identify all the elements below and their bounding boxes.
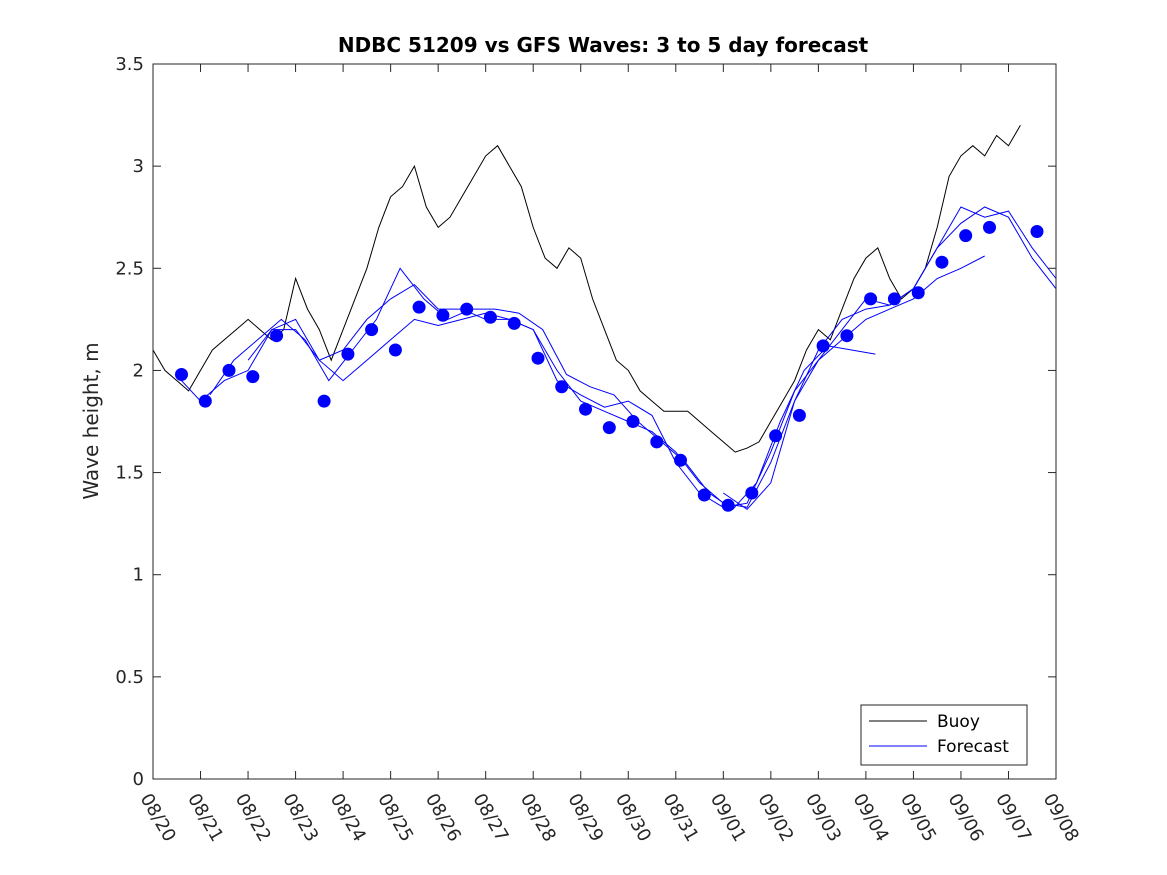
- forecast-point: [959, 229, 973, 243]
- x-tick-label: 08/23: [278, 790, 322, 845]
- x-tick-label: 09/06: [944, 790, 988, 845]
- forecast-point: [840, 329, 854, 343]
- forecast-point: [769, 429, 783, 443]
- x-tick-label: 09/02: [753, 790, 797, 845]
- legend-box: [860, 704, 1028, 766]
- x-tick-label: 09/04: [849, 790, 893, 845]
- forecast-point: [864, 292, 878, 306]
- x-tick-label: 08/27: [468, 790, 512, 845]
- buoy-line: [152, 125, 1021, 453]
- forecast-point: [579, 402, 592, 416]
- plot-area-frame: [152, 63, 1057, 780]
- forecast-point: [507, 316, 521, 330]
- x-tick-label: 09/07: [991, 790, 1035, 845]
- x-tick-label: 09/08: [1039, 790, 1083, 845]
- forecast-point: [341, 347, 355, 361]
- chart-title: NDBC 51209 vs GFS Waves: 3 to 5 day fore…: [338, 33, 869, 57]
- forecast-point: [911, 286, 925, 300]
- legend: Buoy Forecast: [860, 704, 1028, 766]
- y-tick-label: 3: [133, 156, 144, 177]
- x-tick-label: 08/28: [516, 790, 560, 845]
- legend-buoy-label: Buoy: [937, 712, 980, 732]
- y-tick-label: 0: [133, 769, 144, 790]
- forecast-point: [816, 339, 830, 353]
- forecast-point: [436, 308, 450, 322]
- forecast-point: [483, 310, 497, 324]
- y-axis-label: Wave height, m: [79, 342, 103, 499]
- forecast-point: [983, 220, 996, 234]
- forecast-point: [388, 343, 402, 357]
- forecast-line-2: [209, 267, 876, 510]
- y-tick-label: 2.5: [115, 258, 144, 279]
- forecast-point: [626, 415, 640, 428]
- x-tick-label: 08/24: [326, 790, 370, 845]
- y-tick-label: 0.5: [115, 667, 144, 688]
- forecast-point: [246, 370, 260, 384]
- forecast-point: [935, 255, 949, 269]
- x-tick-label: 08/20: [136, 790, 180, 845]
- forecast-point: [721, 498, 735, 512]
- y-tick-label: 3.5: [115, 54, 144, 75]
- forecast-point: [365, 323, 379, 337]
- forecast-point: [175, 368, 188, 381]
- forecast-point: [1030, 225, 1044, 238]
- forecast-point: [270, 329, 284, 343]
- forecast-point: [198, 394, 212, 408]
- x-tick-label: 09/05: [896, 790, 940, 845]
- x-tick-label: 09/03: [801, 790, 845, 845]
- series-layer: [152, 125, 1057, 512]
- forecast-point: [602, 421, 616, 435]
- x-tick-label: 08/26: [421, 790, 465, 845]
- y-tick-label: 2: [133, 360, 144, 381]
- forecast-point: [555, 380, 569, 394]
- x-tick-label: 08/22: [231, 790, 275, 845]
- y-tick-label: 1: [133, 565, 144, 586]
- forecast-point: [887, 292, 901, 306]
- x-tick-label: 09/01: [706, 790, 750, 845]
- y-tick-label: 1.5: [115, 463, 144, 484]
- x-tick-label: 08/25: [373, 790, 417, 845]
- forecast-point: [650, 435, 664, 449]
- forecast-line-4: [723, 206, 1057, 510]
- forecast-point: [412, 300, 426, 314]
- legend-forecast-label: Forecast: [937, 737, 1009, 757]
- forecast-point: [222, 363, 236, 377]
- forecast-point: [460, 302, 474, 316]
- forecast-point: [317, 394, 331, 408]
- x-tick-label: 08/31: [658, 790, 702, 845]
- forecast-point: [531, 351, 545, 365]
- forecast-point: [674, 453, 687, 467]
- forecast-point: [745, 486, 759, 500]
- x-tick-label: 08/21: [183, 790, 227, 845]
- forecast-point: [697, 488, 711, 502]
- x-tick-label: 08/29: [563, 790, 607, 845]
- forecast-point: [792, 408, 806, 422]
- x-tick-label: 08/30: [611, 790, 655, 845]
